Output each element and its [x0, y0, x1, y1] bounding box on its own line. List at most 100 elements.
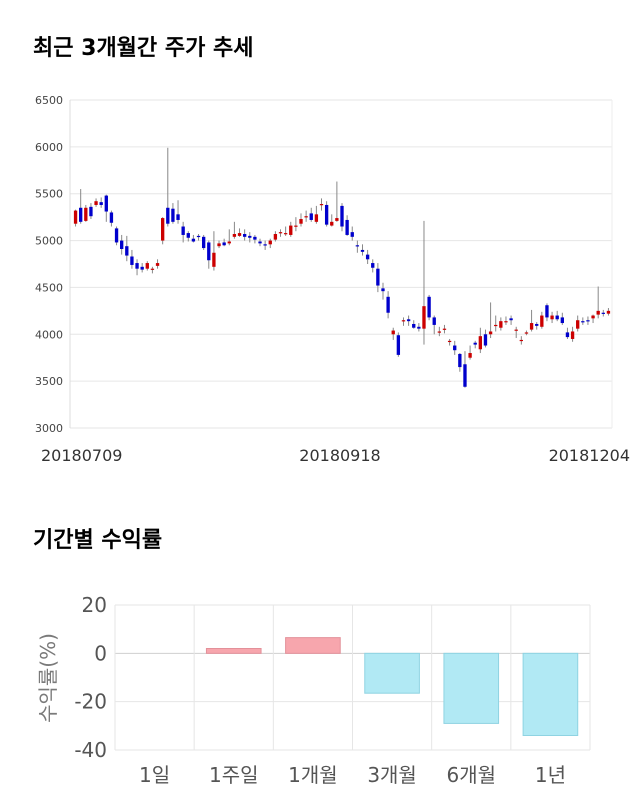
- returns-y-tick-label: 0: [94, 641, 107, 665]
- candle-body: [381, 288, 385, 292]
- candle-body: [314, 214, 319, 222]
- candle-body: [576, 320, 580, 329]
- candle-body: [330, 221, 334, 226]
- price-candle: [371, 259, 375, 273]
- price-y-tick-label: 5500: [35, 188, 63, 201]
- candle-body: [299, 219, 303, 224]
- price-candle: [319, 198, 324, 211]
- returns-x-tick-label: 1일: [139, 763, 170, 787]
- price-candle: [596, 286, 600, 319]
- price-y-tick-label: 6000: [35, 141, 63, 154]
- candle-body: [171, 208, 175, 222]
- returns-x-tick-label: 1년: [535, 763, 566, 787]
- candle-body: [263, 244, 267, 246]
- price-candle: [330, 214, 334, 227]
- candle-body: [586, 320, 590, 322]
- candle-body: [150, 268, 155, 270]
- price-candle: [196, 234, 201, 241]
- candle-body: [550, 315, 554, 320]
- price-candle: [242, 229, 247, 241]
- price-candle: [109, 210, 114, 227]
- price-candle: [73, 209, 78, 227]
- price-candle: [386, 291, 390, 319]
- price-y-tick-label: 3000: [35, 422, 63, 435]
- candle-body: [309, 213, 313, 220]
- candle-body: [458, 353, 462, 368]
- price-candle: [453, 340, 457, 355]
- returns-x-tick-label: 3개월: [367, 763, 417, 787]
- returns-bars: [205, 637, 579, 736]
- candle-body: [581, 321, 585, 323]
- price-candle: [509, 315, 513, 325]
- price-y-axis-ticks: 6500 6000 5500 5000 4500 4000 3500 3000: [35, 94, 63, 435]
- candle-body: [212, 252, 216, 267]
- candle-body: [514, 329, 518, 331]
- candle-body: [412, 323, 416, 328]
- candle-body: [207, 242, 211, 261]
- price-y-tick-label: 4000: [35, 328, 63, 341]
- candle-body: [99, 202, 103, 205]
- candle-body: [104, 195, 108, 212]
- candle-body: [278, 232, 283, 234]
- candle-body: [371, 263, 375, 268]
- price-candle: [191, 234, 196, 243]
- price-x-tick-label: 20181204: [549, 446, 630, 465]
- price-candle: [504, 316, 508, 325]
- candle-body: [268, 240, 272, 245]
- candle-body: [294, 225, 298, 227]
- price-x-tick-label: 20180918: [299, 446, 380, 465]
- returns-y-tick-label: -20: [74, 690, 107, 714]
- candle-body: [191, 238, 196, 242]
- price-candle: [89, 203, 93, 220]
- price-candle: [514, 326, 518, 339]
- candle-body: [227, 241, 231, 244]
- price-candle: [335, 181, 339, 222]
- price-candle: [488, 302, 493, 339]
- candle-body: [376, 268, 380, 286]
- price-candle: [437, 326, 442, 337]
- price-y-tick-label: 3500: [35, 375, 63, 388]
- price-candle: [125, 235, 129, 262]
- returns-y-axis-label: 수익률(%): [36, 633, 60, 723]
- price-candle: [79, 189, 83, 224]
- price-candle: [442, 324, 447, 334]
- price-candle: [391, 327, 395, 340]
- returns-bar: [522, 652, 579, 736]
- price-x-axis-ticks: 20180709 20180918 20181204: [41, 446, 630, 465]
- candle-body: [237, 233, 242, 236]
- returns-x-tick-label: 1개월: [288, 763, 338, 787]
- candle-body: [596, 310, 600, 315]
- price-candle: [340, 203, 344, 232]
- candle-body: [447, 340, 452, 343]
- candle-body: [494, 324, 498, 327]
- candle-body: [591, 315, 595, 319]
- price-candle: [278, 229, 283, 237]
- price-candle: [401, 317, 406, 326]
- candle-body: [155, 263, 160, 266]
- price-candle: [591, 314, 595, 324]
- returns-bar: [205, 648, 262, 654]
- price-candle: [586, 316, 590, 325]
- price-candle: [94, 198, 98, 207]
- price-candle: [135, 259, 139, 276]
- candle-body: [114, 228, 119, 243]
- price-candle: [427, 294, 431, 321]
- price-y-tick-label: 5000: [35, 235, 63, 248]
- candle-body: [84, 207, 88, 221]
- candle-body: [540, 315, 544, 327]
- price-candle: [601, 309, 605, 317]
- price-candle: [294, 217, 298, 232]
- price-candle: [263, 240, 267, 250]
- candle-body: [422, 306, 426, 329]
- returns-y-tick-label: -40: [74, 738, 107, 762]
- price-candle: [381, 282, 385, 300]
- price-candle: [524, 330, 529, 336]
- candle-body: [161, 218, 165, 241]
- price-candle: [396, 332, 401, 357]
- returns-y-axis-ticks: 20 0 -20 -40: [74, 593, 107, 762]
- price-candle: [166, 147, 170, 227]
- price-candle: [140, 263, 144, 273]
- price-candle: [253, 234, 257, 244]
- price-y-tick-label: 6500: [35, 94, 63, 107]
